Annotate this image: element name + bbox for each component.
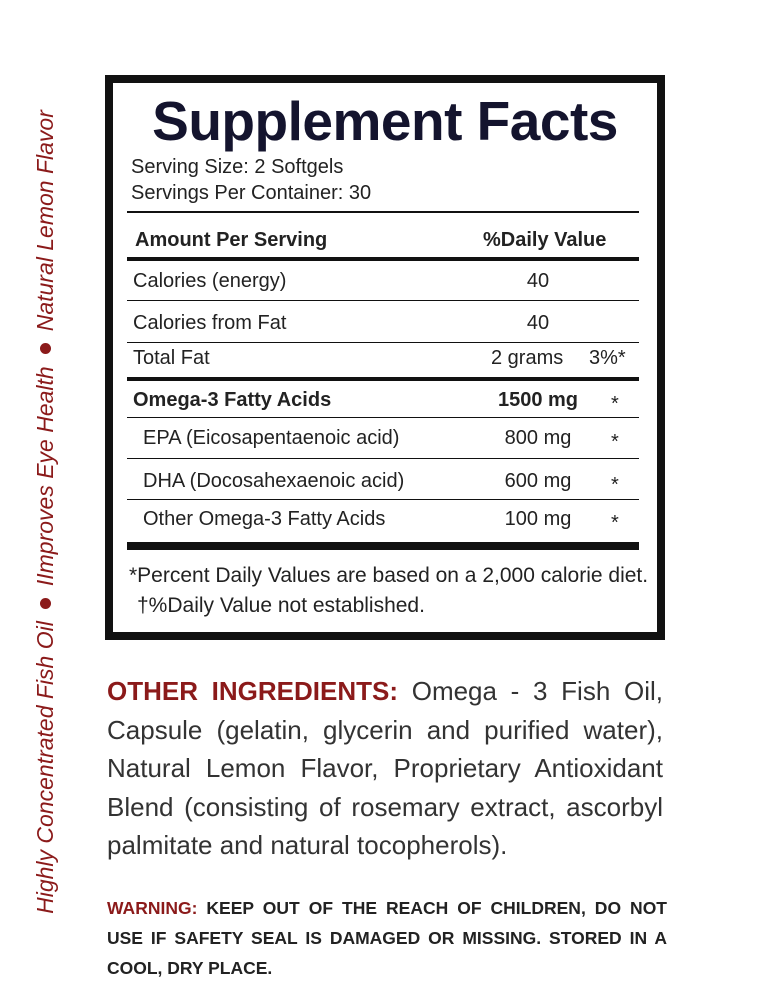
- row-dv: *: [611, 512, 619, 534]
- rule: [127, 257, 639, 261]
- rule: [127, 417, 639, 418]
- serving-size: Serving Size: 2 Softgels: [131, 156, 344, 178]
- row-name: Omega-3 Fatty Acids: [133, 389, 332, 411]
- rule: [127, 342, 639, 343]
- side-text: Highly Concentrated Fish Oil: [31, 621, 58, 914]
- row-amount: 1500 mg: [497, 389, 579, 411]
- rule: [127, 377, 639, 381]
- ingredients-label: OTHER INGREDIENTS:: [107, 676, 399, 706]
- header-cell: Amount Per Serving: [135, 229, 328, 251]
- row-name: Calories (energy): [133, 270, 287, 292]
- row-amount: 2 grams: [491, 347, 564, 369]
- row-name: EPA (Eicosapentaenoic acid): [143, 427, 400, 449]
- row-dv: *: [611, 393, 619, 415]
- rule: [127, 458, 639, 459]
- row-dv: 3%*: [589, 347, 626, 369]
- bullet: [39, 343, 51, 355]
- row-name: DHA (Docosahexaenoic acid): [143, 470, 405, 492]
- row-amount: 100 mg: [504, 508, 572, 530]
- warning-label: WARNING:: [107, 898, 198, 918]
- ingredients-text: Omega - 3 Fish Oil, Capsule (gelatin, gl…: [107, 676, 663, 860]
- footnote: †%Daily Value not established.: [137, 594, 425, 617]
- row-amount: 40: [526, 312, 550, 334]
- side-banner: Highly Concentrated Fish Oil IImproves E…: [27, 72, 63, 952]
- row-name: Calories from Fat: [133, 312, 287, 334]
- rule: [127, 300, 639, 301]
- ingredients: OTHER INGREDIENTS: Omega - 3 Fish Oil, C…: [107, 672, 663, 865]
- row-amount: 800 mg: [504, 427, 572, 449]
- side-text: IImproves Eye Health: [31, 366, 58, 587]
- facts-panel: Supplement Facts Serving Size: 2 Softgel…: [105, 75, 665, 640]
- facts-title: Supplement Facts: [152, 90, 618, 152]
- row-dv: *: [611, 431, 619, 453]
- row-amount: 40: [526, 270, 550, 292]
- warning-text: KEEP OUT OF THE REACH OF CHILDREN, DO NO…: [107, 898, 668, 978]
- bullet: [39, 598, 51, 610]
- footnote: *Percent Daily Values are based on a 2,0…: [129, 564, 649, 587]
- warning: WARNING: KEEP OUT OF THE REACH OF CHILDR…: [107, 893, 667, 983]
- row-name: Other Omega-3 Fatty Acids: [143, 508, 386, 530]
- header-cell: %Daily Value: [483, 229, 607, 251]
- row-name: Total Fat: [133, 347, 210, 369]
- row-dv: *: [611, 474, 619, 496]
- rule: [127, 542, 639, 550]
- row-amount: 600 mg: [504, 470, 572, 492]
- rule: [127, 499, 639, 500]
- servings-per-container: Servings Per Container: 30: [131, 182, 372, 204]
- side-text: Natural Lemon Flavor: [31, 110, 58, 332]
- rule: [127, 211, 639, 213]
